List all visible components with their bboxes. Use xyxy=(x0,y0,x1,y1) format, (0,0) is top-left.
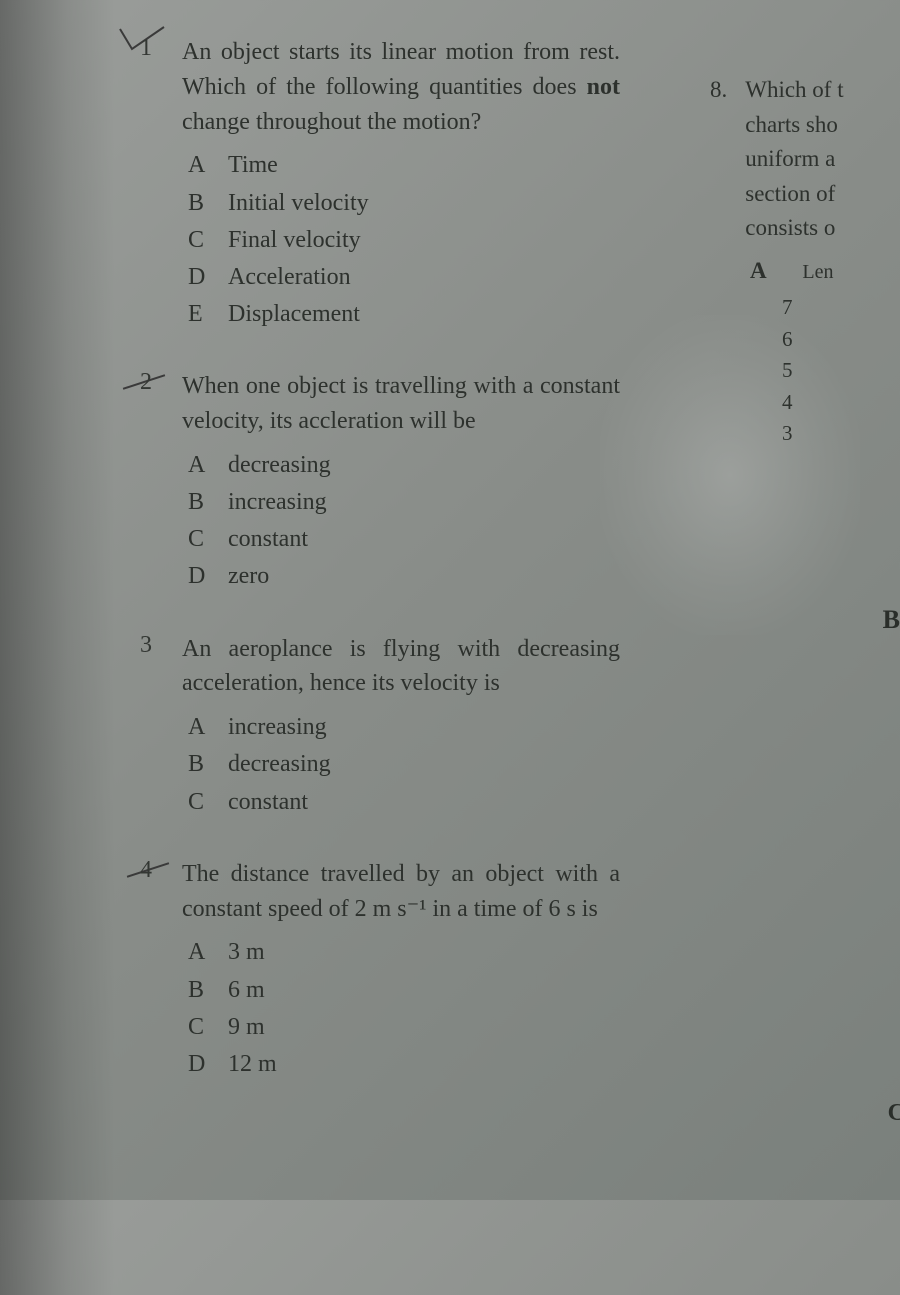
option-e: EDisplacement xyxy=(188,296,620,333)
option-b: Bincreasing xyxy=(188,484,620,521)
option-b: B6 m xyxy=(188,972,620,1009)
question-1: 1 An object starts its linear motion fro… xyxy=(140,35,620,333)
question-text-partial: Which of t charts sho uniform a section … xyxy=(745,73,900,246)
question-number: 1 xyxy=(140,35,152,62)
option-a: ATime xyxy=(188,147,620,184)
option-a-partial: A Len xyxy=(710,254,900,289)
question-number: 8. xyxy=(710,73,727,246)
option-c: Cconstant xyxy=(188,784,620,821)
option-d: DAcceleration xyxy=(188,259,620,296)
question-number: 3 xyxy=(140,632,152,659)
option-c-label: C xyxy=(888,1100,900,1127)
question-text: An aeroplance is flying with decreasing … xyxy=(182,632,620,702)
question-text: An object starts its linear motion from … xyxy=(182,35,620,139)
option-d: D12 m xyxy=(188,1046,620,1083)
question-text: The distance travelled by an object with… xyxy=(182,857,620,927)
options-list: ATime BInitial velocity CFinal velocity … xyxy=(182,147,620,333)
option-d: Dzero xyxy=(188,558,620,595)
options-list: Adecreasing Bincreasing Cconstant Dzero xyxy=(182,447,620,596)
question-2: 2 When one object is travelling with a c… xyxy=(140,369,620,595)
page-edge-shadow xyxy=(0,0,115,1295)
right-column-partial: 8. Which of t charts sho uniform a secti… xyxy=(710,73,900,450)
option-c: Cconstant xyxy=(188,521,620,558)
question-3: 3 An aeroplance is flying with decreasin… xyxy=(140,632,620,821)
question-4: 4 The distance travelled by an object wi… xyxy=(140,857,620,1083)
question-number: 2 xyxy=(140,369,152,396)
options-list: A3 m B6 m C9 m D12 m xyxy=(182,934,620,1083)
options-list: Aincreasing Bdecreasing Cconstant xyxy=(182,709,620,821)
page: 1 An object starts its linear motion fro… xyxy=(140,35,900,1200)
option-c: C9 m xyxy=(188,1009,620,1046)
option-b: Bdecreasing xyxy=(188,746,620,783)
question-8-partial: 8. Which of t charts sho uniform a secti… xyxy=(710,73,900,246)
question-number: 4 xyxy=(140,857,152,884)
question-text: When one object is travelling with a con… xyxy=(182,369,620,439)
option-b-label: B xyxy=(883,605,900,635)
option-c: CFinal velocity xyxy=(188,222,620,259)
option-a: A3 m xyxy=(188,934,620,971)
option-b: BInitial velocity xyxy=(188,185,620,222)
chart-axis-partial: 7 6 5 4 3 xyxy=(710,292,900,450)
option-a: Adecreasing xyxy=(188,447,620,484)
option-a: Aincreasing xyxy=(188,709,620,746)
